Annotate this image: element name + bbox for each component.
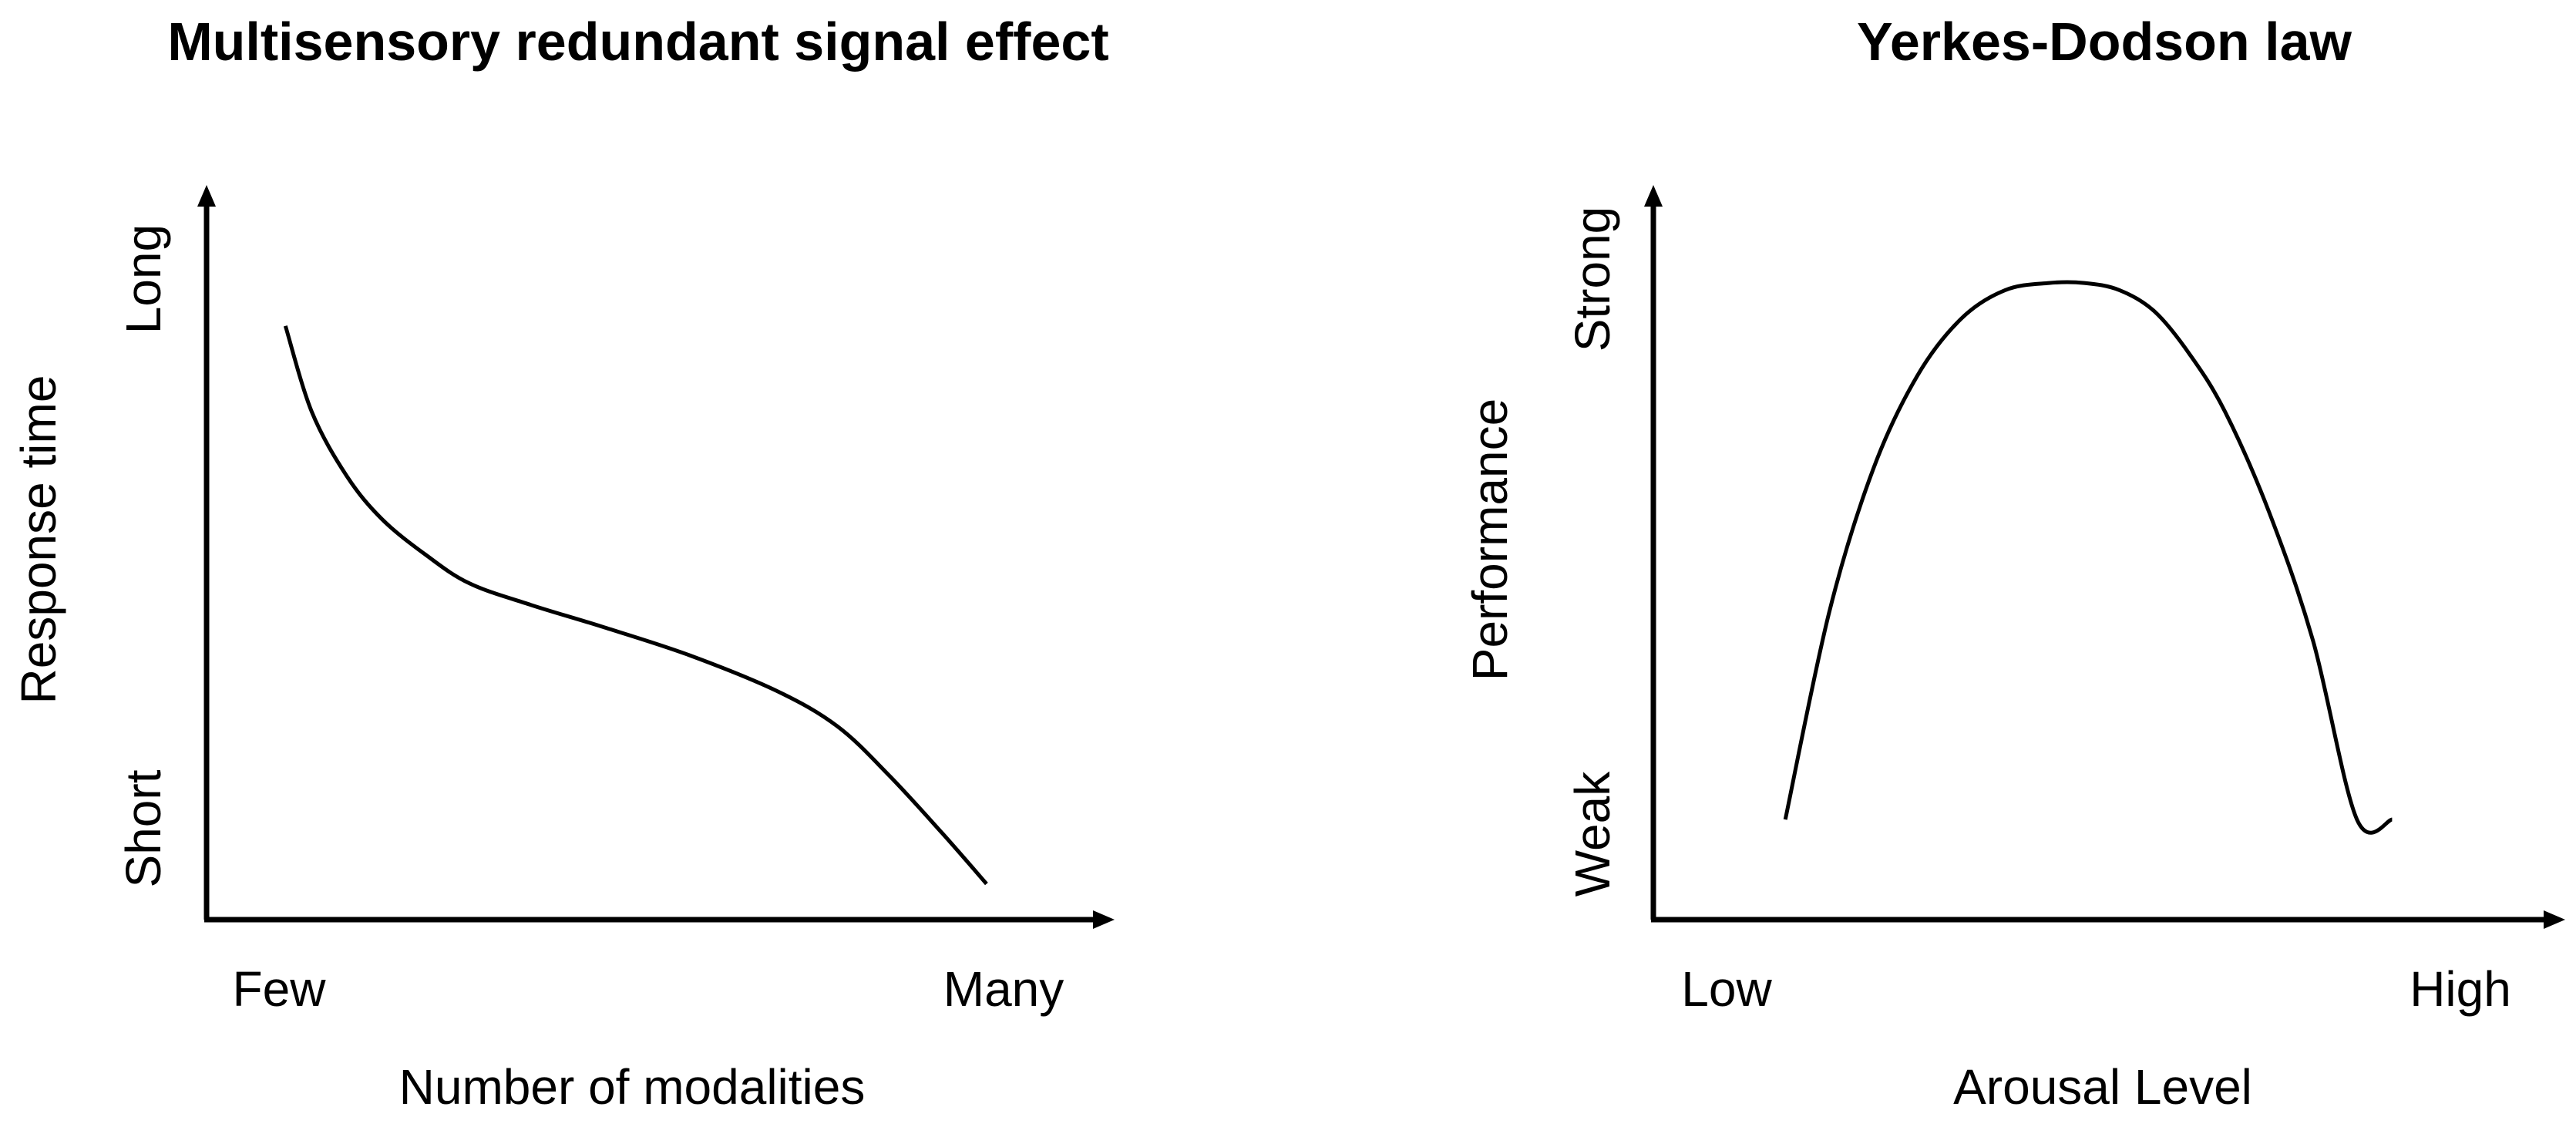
chart-right-y-tick-low: Weak	[1565, 771, 1620, 897]
chart-right-series-line	[1783, 280, 2393, 835]
chart-right-x-axis-label: Arousal Level	[1953, 1059, 2252, 1115]
chart-left-x-tick-low: Few	[233, 961, 327, 1017]
chart-right: Yerkes-Dodson law Performance Weak Stron…	[1462, 12, 2565, 1115]
chart-right-x-tick-low: Low	[1681, 961, 1772, 1017]
chart-left-y-axis-arrow	[197, 185, 216, 207]
chart-left-x-axis-label: Number of modalities	[399, 1059, 866, 1115]
chart-left: Multisensory redundant signal effect Res…	[11, 12, 1115, 1115]
chart-left-series-line	[283, 325, 988, 886]
chart-right-y-tick-high: Strong	[1565, 207, 1620, 352]
chart-right-title: Yerkes-Dodson law	[1857, 12, 2352, 72]
chart-left-y-axis-label: Response time	[11, 375, 66, 705]
chart-left-x-tick-high: Many	[943, 961, 1064, 1017]
chart-left-x-axis-arrow	[1093, 910, 1115, 929]
chart-right-y-axis-label: Performance	[1462, 399, 1518, 681]
chart-left-title: Multisensory redundant signal effect	[167, 12, 1108, 72]
chart-right-y-axis-arrow	[1644, 185, 1663, 207]
chart-right-x-tick-high: High	[2410, 961, 2511, 1017]
chart-left-y-tick-high: Long	[116, 224, 171, 334]
chart-right-x-axis-arrow	[2544, 910, 2565, 929]
chart-left-y-tick-low: Short	[116, 769, 171, 887]
